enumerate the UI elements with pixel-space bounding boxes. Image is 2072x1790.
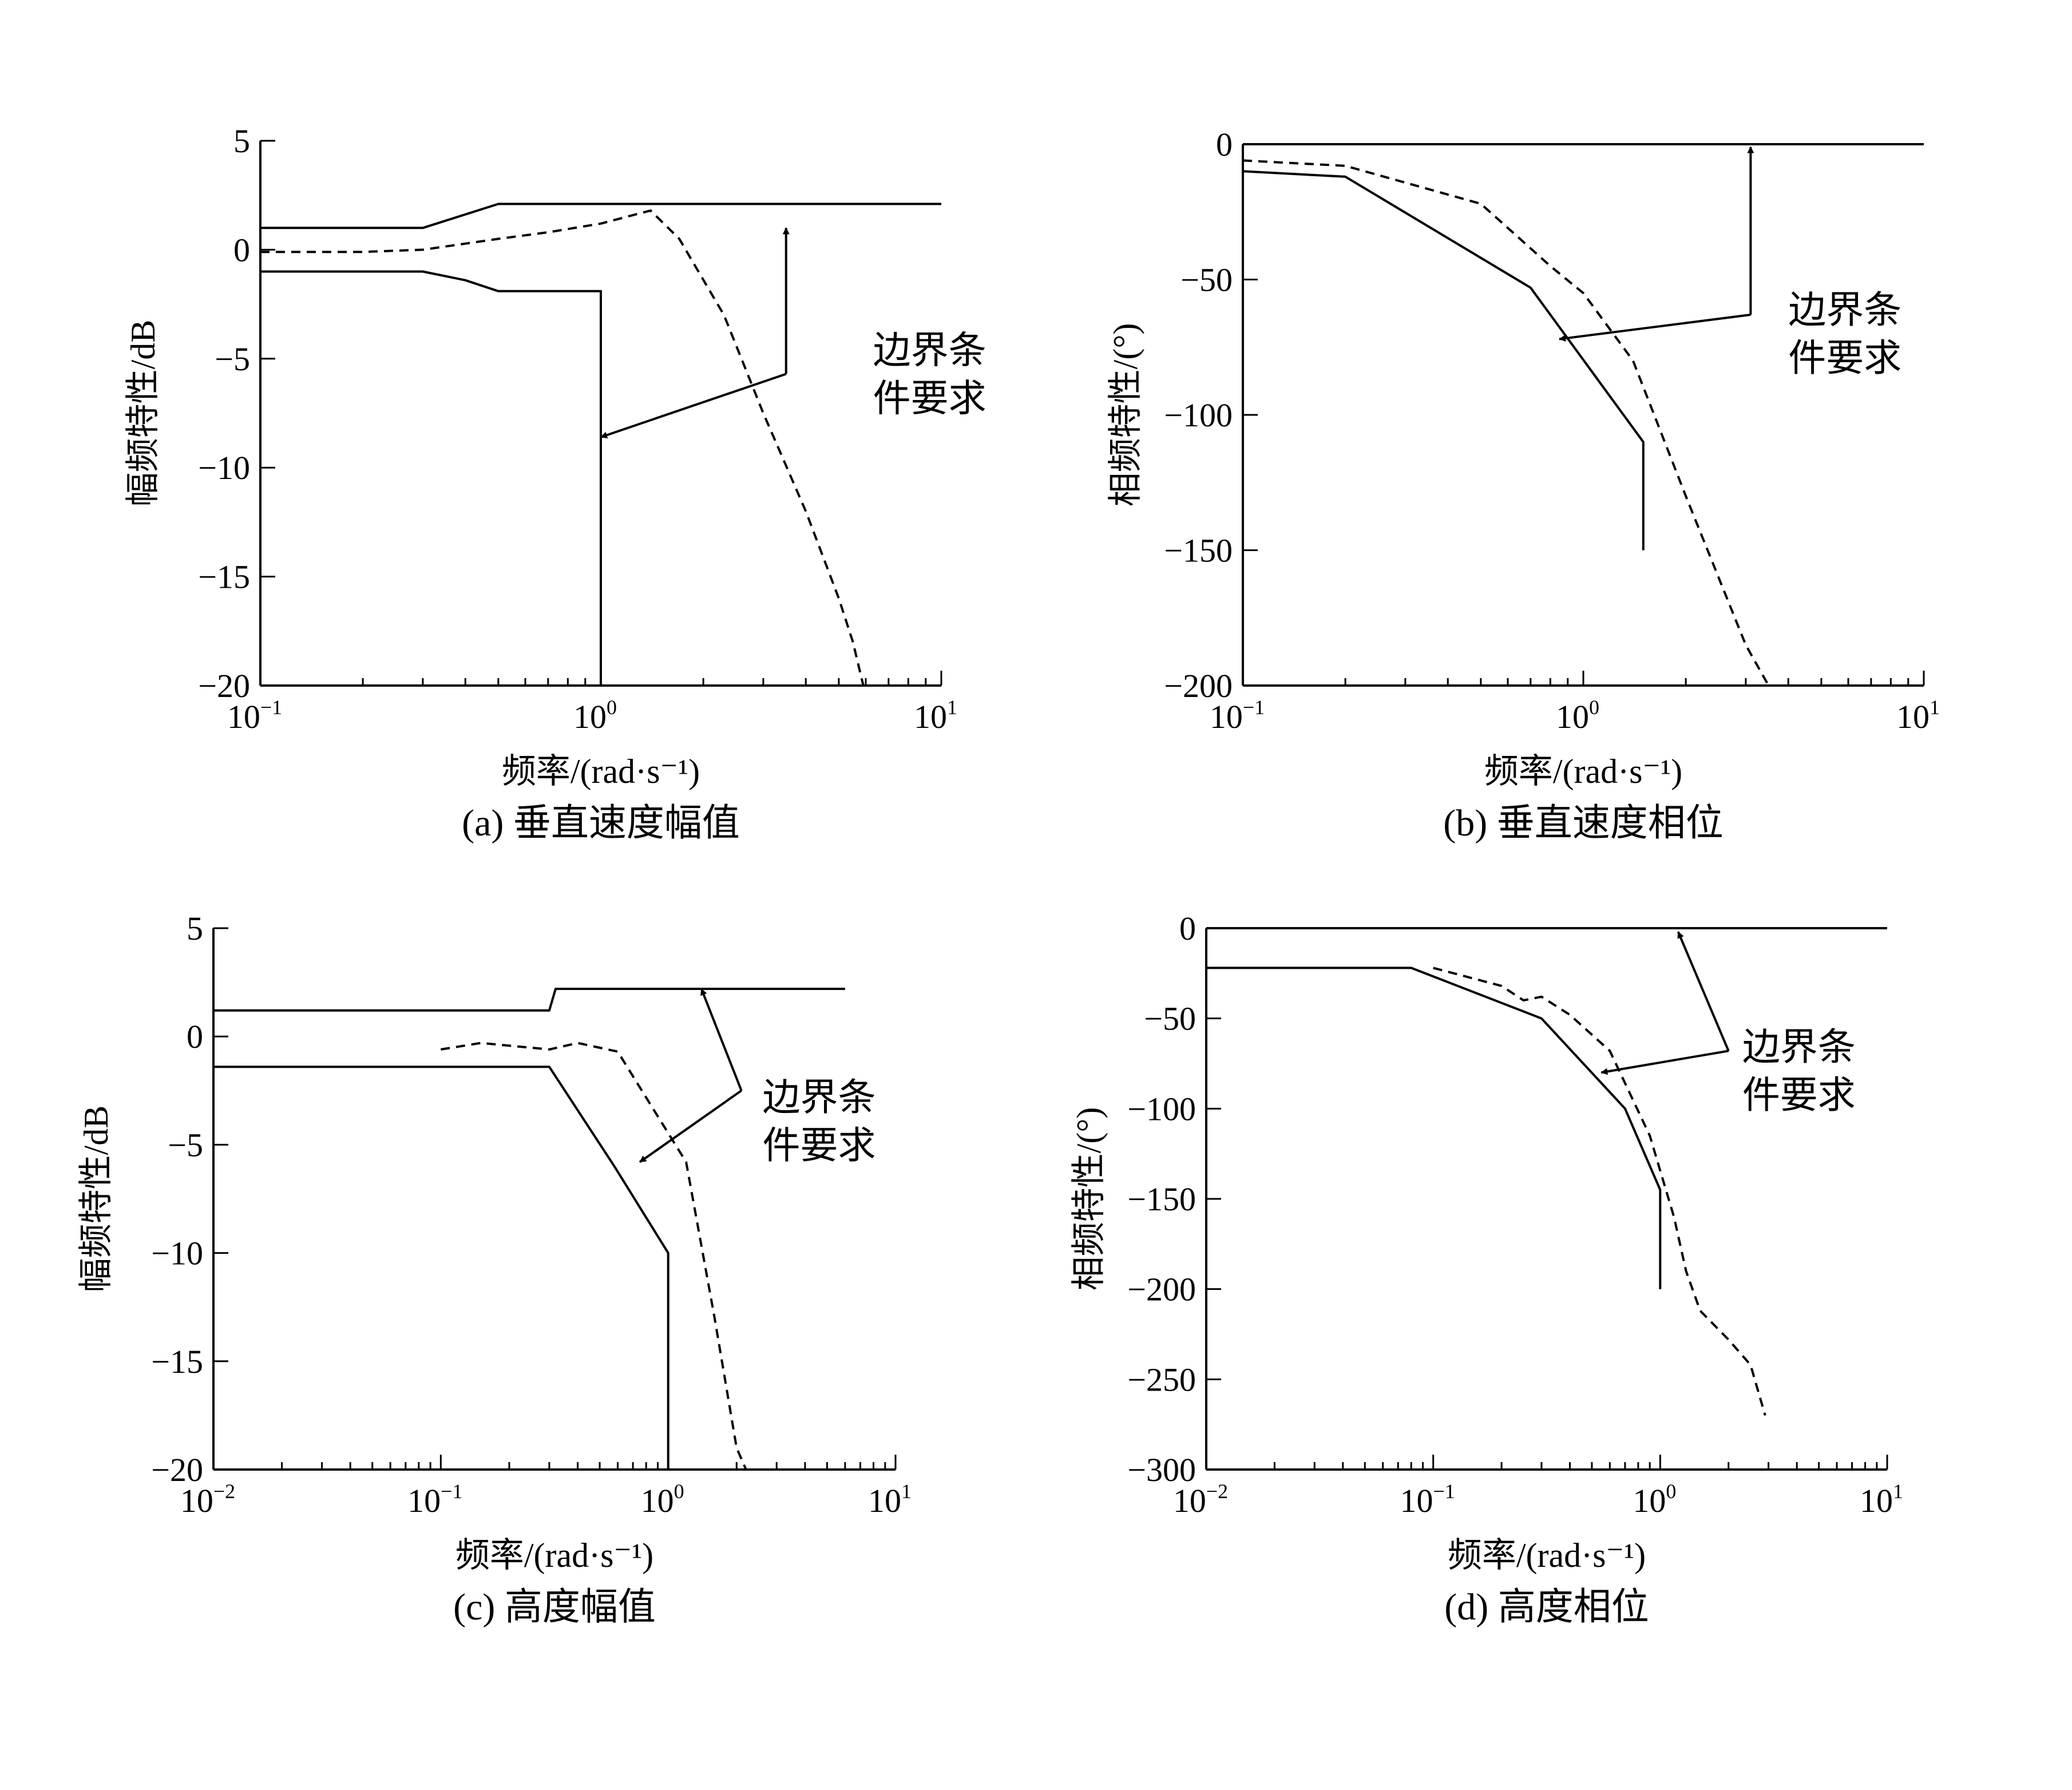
y-tick-label: −20 [151,1451,203,1488]
annotation-arrow [1600,1050,1729,1075]
annotation-label: 边界条 [1742,1027,1856,1068]
series-line-2 [1433,967,1766,1416]
y-tick-label: −15 [151,1343,203,1380]
y-tick-label: −300 [1127,1451,1196,1488]
panel-caption: (d) 高度相位 [1444,1586,1649,1628]
series-line-0 [213,988,845,1012]
series-line-1 [1206,967,1662,1289]
chart-panel-d: 10−2 10−1 100 101 0 −50 −100 −150 −200 −250 −300 频率… [1070,910,1903,1628]
series-line-0 [1242,170,1645,551]
annotation-label: 件要求 [1788,338,1901,379]
y-tick-label: 0 [233,231,250,268]
y-tick-label: −100 [1164,397,1233,434]
annotation-arrow [1559,314,1751,342]
x-tick-label: 101 [1860,1480,1903,1519]
y-tick-label: 5 [233,122,250,160]
x-axis-title: 频率/(rad·s⁻¹) [455,1536,653,1574]
series-line-0 [260,203,941,229]
x-tick-label: 100 [1556,696,1599,735]
series-line-1 [213,1066,669,1470]
y-tick-label: −250 [1127,1361,1196,1398]
y-tick-label: 0 [1216,126,1233,163]
y-tick-label: 5 [187,910,203,947]
series-line-1 [260,270,602,686]
x-axis-title: 频率/(rad·s⁻¹) [502,753,700,790]
annotation-label: 边界条 [763,1077,876,1119]
y-axis-title: 相频特性/(°) [1107,323,1144,507]
y-tick-label: −100 [1127,1090,1196,1127]
x-tick-label: 10−2 [1173,1480,1228,1519]
y-tick-label: −50 [1144,1000,1196,1037]
x-tick-label: 10−1 [227,696,282,735]
y-tick-label: −5 [215,340,250,378]
x-tick-label: 100 [1633,1480,1676,1519]
panel-caption: (a) 垂直速度幅值 [462,802,740,844]
x-tick-label: 101 [1896,696,1940,735]
y-axis-title: 幅频特性/dB [77,1106,115,1293]
annotation-arrow [639,1090,742,1163]
x-tick-label: 10−2 [180,1480,235,1519]
annotation-label: 件要求 [873,378,987,419]
series-line-2 [260,209,865,686]
x-tick-label: 100 [573,696,617,735]
annotation-label: 件要求 [763,1125,876,1167]
y-tick-label: 0 [1179,910,1196,947]
x-axis-title: 频率/(rad·s⁻¹) [1448,1536,1646,1574]
chart-panel-a: 10−1 100 101 5 0 −5 −10 −15 −20 频率/(rad·s⁻¹) 幅频特性/… [124,122,987,844]
series-line-2 [440,1041,747,1470]
x-tick-label: 101 [868,1480,912,1519]
chart-panel-b: 10−1 100 101 0 −50 −100 −150 −200 频率/(rad·s⁻¹) 相频… [1107,126,1940,844]
x-tick-label: 10−1 [1210,696,1265,735]
y-tick-label: −150 [1164,532,1233,569]
y-tick-label: −200 [1127,1271,1196,1308]
y-tick-label: −5 [168,1126,203,1163]
annotation-label: 件要求 [1742,1075,1856,1116]
annotation-label: 边界条 [873,330,987,371]
y-tick-label: 0 [187,1018,203,1055]
y-tick-label: −10 [198,449,250,486]
x-tick-label: 101 [914,696,957,735]
chart-panel-c: 10−2 10−1 100 101 5 0 −5 −10 −15 −20 频率/(rad·s⁻¹) 幅… [77,910,912,1628]
annotation-label: 边界条 [1788,290,1901,331]
y-tick-label: −10 [151,1235,203,1272]
y-tick-label: −50 [1180,262,1233,299]
x-axis-title: 频率/(rad·s⁻¹) [1484,753,1682,790]
y-axis-title: 幅频特性/dB [124,320,162,507]
panel-caption: (c) 高度幅值 [453,1586,656,1628]
annotation-arrow [600,373,787,439]
annotation-arrow [1677,931,1730,1052]
y-tick-label: −15 [198,559,250,596]
y-tick-label: −150 [1127,1181,1196,1218]
x-tick-label: 10−1 [1400,1480,1455,1519]
x-tick-label: 100 [641,1480,684,1519]
y-tick-label: −200 [1164,667,1233,704]
y-tick-label: −20 [198,667,250,704]
annotation-arrow [700,988,743,1091]
panel-caption: (b) 垂直速度相位 [1443,802,1723,844]
x-tick-label: 10−1 [407,1480,462,1519]
series-line-1 [1242,159,1770,686]
y-axis-title: 相频特性/(°) [1070,1107,1108,1291]
